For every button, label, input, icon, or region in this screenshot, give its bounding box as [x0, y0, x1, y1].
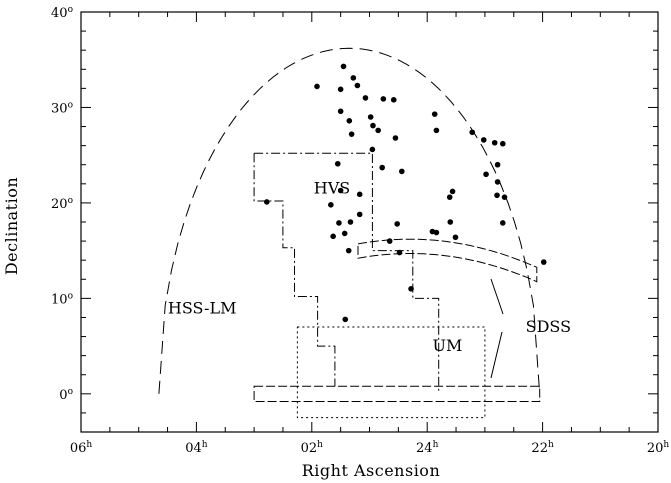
data-point — [356, 211, 363, 218]
data-point — [501, 194, 508, 200]
data-point — [263, 199, 270, 205]
plot-frame — [80, 11, 659, 433]
y-tick-label: 20o — [51, 196, 73, 212]
x-axis-label: Right Ascension — [302, 461, 441, 480]
data-point — [375, 127, 381, 134]
data-point — [350, 75, 357, 81]
y-tick-label: 30o — [51, 100, 73, 116]
data-point — [499, 220, 506, 226]
sdss-pointer — [490, 331, 503, 379]
data-point — [346, 118, 353, 124]
data-point — [396, 249, 403, 256]
data-point — [342, 316, 349, 323]
data-point — [380, 96, 387, 102]
x-tick-label: 06h — [70, 440, 93, 456]
hvs-boundary-east — [254, 152, 440, 394]
survey-regions — [158, 47, 541, 419]
data-point — [345, 247, 352, 254]
data-point — [370, 122, 376, 129]
data-points — [263, 63, 547, 323]
data-point — [469, 129, 476, 136]
data-point — [328, 202, 334, 208]
data-point — [354, 82, 361, 89]
hvs-boundary-west — [253, 153, 336, 387]
data-point — [540, 259, 547, 265]
data-point — [431, 111, 438, 117]
data-point — [334, 160, 341, 167]
data-point — [392, 135, 399, 141]
y-tick-label: 0o — [59, 387, 73, 403]
sdss-equatorial-stripe — [253, 385, 541, 402]
data-point — [446, 194, 453, 200]
tick-labels: 06h 04h 02h 24h 22h 20h 0o 10o 20o 30o 40o HVS HSS-L… — [51, 5, 669, 456]
data-point — [347, 219, 354, 225]
data-point — [447, 219, 454, 225]
data-point — [336, 220, 342, 226]
y-tick-label: 40o — [51, 5, 73, 21]
data-point — [369, 146, 376, 153]
data-point — [480, 137, 487, 143]
data-point — [452, 234, 459, 241]
data-point — [390, 97, 397, 103]
y-tick-label: 10o — [51, 291, 73, 307]
data-point — [348, 131, 355, 137]
data-point — [356, 191, 363, 198]
axis-ticks — [80, 11, 659, 433]
hss-lm-boundary — [158, 47, 541, 394]
data-point — [449, 188, 456, 195]
data-point — [314, 83, 320, 90]
data-point — [494, 161, 501, 168]
region-label: SDSS — [526, 317, 571, 336]
x-tick-label: 20h — [647, 440, 670, 456]
plot-border — [80, 11, 659, 433]
data-point — [483, 171, 489, 178]
data-point — [341, 230, 348, 237]
data-point — [367, 114, 374, 120]
x-tick-label: 04h — [185, 440, 208, 456]
data-point — [433, 127, 440, 134]
data-point — [408, 286, 414, 292]
data-point — [491, 139, 498, 146]
data-point — [386, 238, 393, 244]
x-tick-label: 22h — [531, 440, 554, 456]
um-region — [296, 326, 486, 419]
data-point — [379, 164, 385, 171]
data-point — [433, 229, 440, 236]
x-tick-label: 02h — [301, 440, 324, 456]
data-point — [340, 63, 347, 70]
region-label: UM — [432, 336, 462, 355]
data-point — [499, 140, 506, 147]
data-point — [337, 108, 344, 115]
region-label: HSS-LM — [168, 299, 237, 318]
data-point — [362, 95, 369, 101]
data-point — [337, 187, 344, 194]
data-point — [399, 168, 405, 175]
data-point — [494, 179, 501, 185]
data-point — [494, 192, 500, 199]
data-point — [337, 86, 344, 93]
data-point — [330, 233, 336, 240]
sdss-pointer — [490, 278, 504, 315]
region-label: HVS — [314, 178, 350, 197]
y-axis-label: Declination — [2, 177, 21, 275]
data-point — [394, 221, 400, 227]
x-tick-label: 24h — [416, 440, 439, 456]
sdss-curved-stripe — [357, 238, 538, 283]
